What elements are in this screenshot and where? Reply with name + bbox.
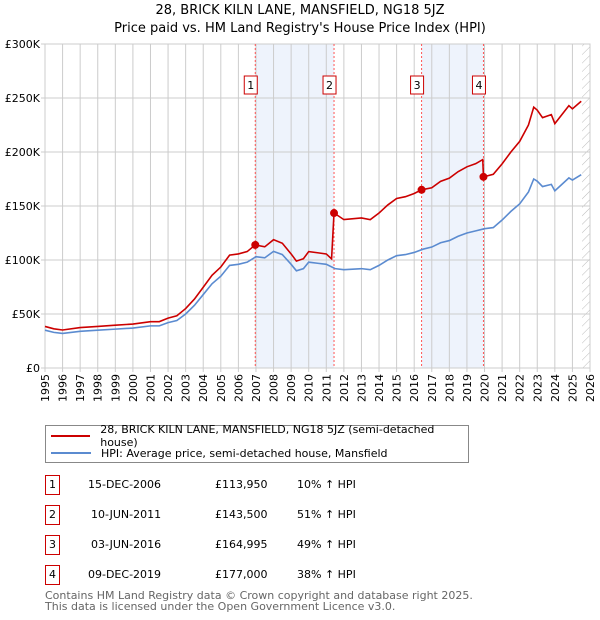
x-tick-label: 2025: [566, 374, 579, 402]
sale-date: 09-DEC-2019: [88, 568, 162, 581]
sale-row: 1 15-DEC-2006 £113,950 10% ↑ HPI: [45, 475, 465, 495]
y-tick-label: £150K: [5, 200, 41, 213]
footer: Contains HM Land Registry data © Crown c…: [45, 590, 473, 612]
x-tick-label: 1995: [39, 374, 52, 402]
sale-marker-box: [410, 75, 425, 95]
x-tick-label: 2026: [584, 374, 597, 402]
chart-subtitle: Price paid vs. HM Land Registry's House …: [114, 21, 486, 36]
legend-item-hpi: HPI: Average price, semi-detached house,…: [46, 445, 388, 461]
sale-price: £177,000: [215, 568, 268, 581]
x-tick-label: 2010: [303, 374, 316, 402]
sale-number: 4: [45, 565, 60, 585]
x-tick-label: 2002: [162, 374, 175, 402]
plot-frame: [44, 43, 591, 369]
x-tick-label: 2003: [180, 374, 193, 402]
sale-point: [479, 172, 488, 181]
sale-point: [330, 209, 339, 218]
sale-date: 10-JUN-2011: [91, 508, 162, 521]
chart-title: 28, BRICK KILN LANE, MANSFIELD, NG18 5JZ: [155, 3, 445, 18]
y-tick-label: £100K: [5, 254, 41, 267]
sale-row: 2 10-JUN-2011 £143,500 51% ↑ HPI: [45, 505, 465, 525]
sale-date: 03-JUN-2016: [91, 538, 162, 551]
x-tick-label: 2017: [426, 374, 439, 402]
x-tick-label: 2005: [215, 374, 228, 402]
x-tick-label: 2008: [268, 374, 281, 402]
x-tick-label: 2004: [197, 374, 210, 402]
x-tick-label: 2013: [355, 374, 368, 402]
footer-line: This data is licensed under the Open Gov…: [45, 600, 396, 613]
x-tick-label: 2018: [443, 374, 456, 402]
sale-hpi-diff: 49% ↑ HPI: [297, 538, 356, 551]
y-tick-label: £50K: [12, 308, 41, 321]
y-tick-label: £0: [26, 362, 40, 375]
x-tick-label: 2011: [320, 374, 333, 402]
sale-hpi-diff: 10% ↑ HPI: [297, 478, 356, 491]
x-tick-label: 1999: [109, 374, 122, 402]
legend-label: 28, BRICK KILN LANE, MANSFIELD, NG18 5JZ…: [100, 423, 435, 449]
x-tick-label: 1996: [57, 374, 70, 402]
sale-number: 3: [45, 535, 60, 555]
sale-marker-label: 3: [414, 79, 421, 92]
x-tick-label: 2024: [549, 374, 562, 402]
hpi-line: [44, 173, 582, 335]
legend-label: HPI: Average price, semi-detached house,…: [101, 446, 388, 460]
sale-point: [251, 240, 260, 249]
x-tick-label: 2001: [144, 374, 157, 402]
x-tick-label: 2014: [373, 374, 386, 402]
sale-price: £164,995: [215, 538, 268, 551]
x-tick-label: 1997: [74, 374, 87, 402]
sale-number: 2: [45, 505, 60, 525]
x-tick-label: 2012: [338, 374, 351, 402]
x-tick-label: 2007: [250, 374, 263, 402]
legend-swatch-red: [51, 435, 91, 437]
sale-hpi-diff: 51% ↑ HPI: [297, 508, 356, 521]
legend: 28, BRICK KILN LANE, MANSFIELD, NG18 5JZ…: [45, 423, 469, 463]
sale-number: 1: [45, 475, 60, 495]
sale-marker-label: 4: [475, 79, 482, 92]
y-tick-label: £200K: [5, 146, 41, 159]
sale-marker-box: [471, 75, 486, 95]
sale-date: 15-DEC-2006: [88, 478, 162, 491]
x-tick-label: 2006: [232, 374, 245, 402]
x-tick-label: 2015: [391, 374, 404, 402]
sale-marker-box: [322, 75, 337, 95]
sale-marker-box: [243, 75, 258, 95]
sale-row: 4 09-DEC-2019 £177,000 38% ↑ HPI: [45, 565, 465, 585]
x-tick-label: 2020: [479, 374, 492, 402]
x-tick-label: 2021: [496, 374, 509, 402]
x-tick-label: 2000: [127, 374, 140, 402]
sale-hpi-diff: 38% ↑ HPI: [297, 568, 356, 581]
y-tick-label: £250K: [5, 92, 41, 105]
x-tick-label: 2009: [285, 374, 298, 402]
sale-row: 3 03-JUN-2016 £164,995 49% ↑ HPI: [45, 535, 465, 555]
x-tick-label: 2023: [531, 374, 544, 402]
legend-swatch-blue: [51, 452, 91, 454]
x-tick-label: 2016: [408, 374, 421, 402]
sale-marker-label: 2: [326, 79, 333, 92]
x-tick-label: 2019: [461, 374, 474, 402]
y-tick-label: £300K: [5, 38, 41, 51]
sale-point: [417, 185, 426, 194]
property-price-line: [44, 100, 582, 331]
x-tick-label: 1998: [92, 374, 105, 402]
price-chart: 1995 1996 1997 1998 1999 2000 2001 2002 2003 2004…: [5, 38, 597, 402]
legend-item-property: 28, BRICK KILN LANE, MANSFIELD, NG18 5JZ…: [46, 423, 468, 449]
sale-marker-label: 1: [247, 79, 254, 92]
sale-price: £113,950: [215, 478, 268, 491]
footer-line: Contains HM Land Registry data © Crown c…: [45, 589, 473, 602]
sale-price: £143,500: [215, 508, 268, 521]
x-tick-label: 2022: [514, 374, 527, 402]
